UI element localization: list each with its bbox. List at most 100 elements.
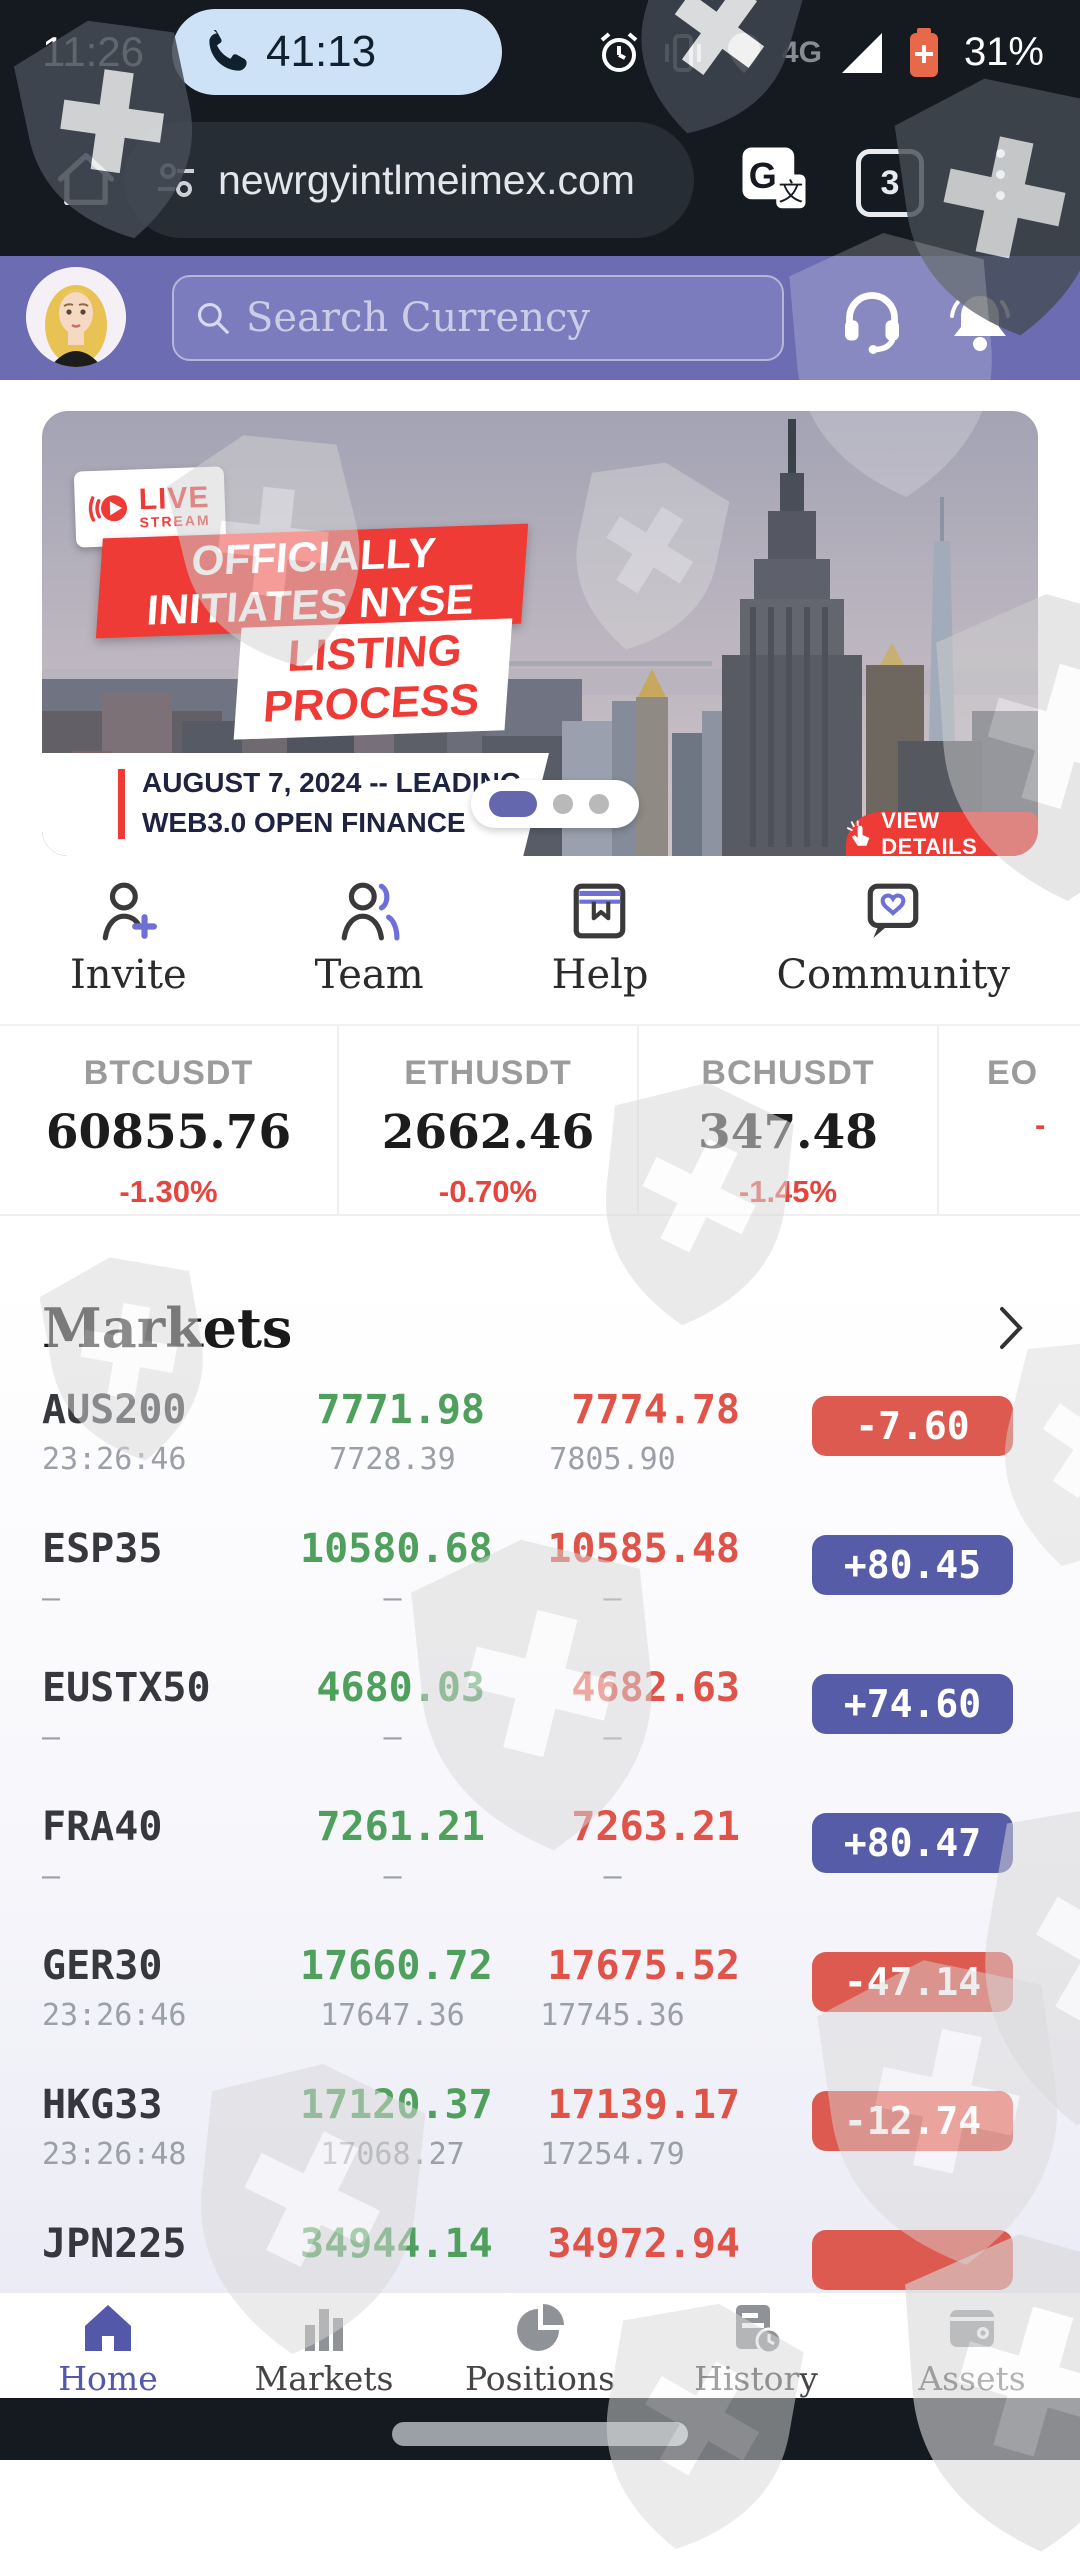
table-row[interactable]: AUS200 23:26:46 7771.98 7728.39 7774.78 …: [0, 1370, 1080, 1509]
ask-price: 4682.63: [571, 1665, 740, 1711]
market-symbol: FRA40: [42, 1804, 163, 1850]
bid-price: 7261.21: [316, 1804, 485, 1850]
tab-count: 3: [880, 163, 900, 202]
ticker-btcusdt[interactable]: BTCUSDT 60855.76 -1.30%: [45, 1054, 292, 1209]
banner-subheadline: LISTING PROCESS: [233, 618, 513, 740]
svg-text:G: G: [749, 155, 777, 196]
ask-price: 10585.48: [547, 1526, 740, 1572]
ask-price: 17675.52: [547, 1943, 740, 1989]
live-label: LIVE: [138, 480, 210, 517]
carousel-dot-active[interactable]: [489, 791, 537, 817]
carousel-dot[interactable]: [553, 794, 573, 814]
phone-icon: [209, 30, 247, 71]
change-badge: -12.74: [812, 2091, 1013, 2151]
community-button[interactable]: Community: [776, 880, 1010, 998]
banner-date-strip: AUGUST 7, 2024 -- LEADING WEB3.0 OPEN FI…: [42, 753, 549, 856]
support-headset-icon[interactable]: [836, 282, 908, 354]
page-content: LIVE STREAM OFFICIALLY INITIATES NYSE LI…: [0, 380, 1080, 2383]
market-symbol: EUSTX50: [42, 1665, 211, 1711]
bottom-navigation: Home Markets Positions History: [0, 2292, 1080, 2399]
carousel-dot[interactable]: [589, 794, 609, 814]
gesture-bar-area: [0, 2398, 1080, 2460]
bar-chart-icon: [305, 2309, 343, 2351]
chat-heart-icon: [867, 883, 919, 938]
table-row[interactable]: HKG33 23:26:48 17120.37 17068.27 17139.1…: [0, 2065, 1080, 2204]
browser-menu-icon[interactable]: [996, 149, 1005, 200]
promo-banner[interactable]: LIVE STREAM OFFICIALLY INITIATES NYSE LI…: [42, 411, 1038, 856]
market-symbol: JPN225: [42, 2221, 187, 2267]
ask-price: 34972.94: [547, 2221, 740, 2267]
nav-home[interactable]: Home: [0, 2293, 216, 2399]
alarm-icon: [600, 31, 638, 72]
ask-price: 7263.21: [571, 1804, 740, 1850]
banner-date-line1: AUGUST 7, 2024 -- LEADING: [142, 767, 522, 798]
avatar[interactable]: [26, 267, 126, 367]
book-icon: [573, 883, 626, 939]
market-time: –: [42, 1581, 61, 1616]
invite-button[interactable]: Invite: [70, 880, 187, 998]
ticker-bchusdt[interactable]: BCHUSDT 347.48 -1.45%: [637, 1026, 937, 1214]
chevron-right-icon[interactable]: [998, 1305, 1024, 1351]
ongoing-call-pill[interactable]: 41:13: [172, 9, 502, 95]
bid-price: 34944.14: [300, 2221, 493, 2267]
market-time: 23:26:46: [42, 1442, 187, 1477]
change-badge: -7.60: [812, 1396, 1013, 1456]
change-badge: -47.14: [812, 1952, 1013, 2012]
search-bar[interactable]: [172, 275, 784, 361]
svg-text:文: 文: [779, 178, 804, 206]
nav-assets[interactable]: Assets: [864, 2293, 1080, 2399]
live-stream-badge: LIVE STREAM: [73, 466, 227, 548]
market-symbol: HKG33: [42, 2082, 163, 2128]
markets-section: Markets AUS200 23:26:46 7771.98 7728.39 …: [0, 1278, 1080, 2383]
nav-history[interactable]: History: [648, 2293, 864, 2399]
ticker-ethusdt[interactable]: ETHUSDT 2662.46 -0.70%: [337, 1026, 637, 1214]
browser-toolbar: newrgyintlmeimex.com G 文 3: [0, 105, 1080, 256]
search-icon: [197, 302, 229, 334]
url-bar[interactable]: newrgyintlmeimex.com: [124, 122, 694, 238]
stream-label: STREAM: [139, 511, 211, 531]
table-row[interactable]: GER30 23:26:46 17660.72 17647.36 17675.5…: [0, 1926, 1080, 2065]
market-symbol: ESP35: [42, 1526, 163, 1572]
notifications-button[interactable]: 9+: [940, 276, 1050, 376]
markets-title: Markets: [42, 1296, 293, 1360]
market-symbol: GER30: [42, 1943, 163, 1989]
location-icon: [727, 32, 760, 73]
battery-percent: 31%: [963, 30, 1044, 74]
translate-icon[interactable]: G 文: [738, 143, 810, 215]
table-row[interactable]: FRA40 – 7261.21 – 7263.21 – +80.47: [0, 1787, 1080, 1926]
pie-chart-icon: [517, 2304, 564, 2351]
change-badge: +80.47: [812, 1813, 1013, 1873]
ask-price: 7774.78: [571, 1387, 740, 1433]
change-badge: [812, 2230, 1013, 2290]
change-badge: +74.60: [812, 1674, 1013, 1734]
nav-markets[interactable]: Markets: [216, 2293, 432, 2399]
bid-price: 10580.68: [300, 1526, 493, 1572]
search-input[interactable]: [244, 294, 762, 342]
team-button[interactable]: Team: [315, 880, 424, 998]
view-details-button[interactable]: VIEW DETAILS: [846, 808, 1038, 856]
clock: 11:26: [42, 28, 144, 75]
market-symbol: AUS200: [42, 1387, 187, 1433]
nav-positions[interactable]: Positions: [432, 2293, 648, 2399]
ticker-strip: BTCUSDT 60855.76 -1.30% ETHUSDT 2662.46 …: [0, 1026, 1080, 1216]
network-type: 4G: [781, 35, 822, 69]
tab-switcher[interactable]: 3: [856, 149, 924, 217]
site-settings-icon[interactable]: [154, 158, 198, 202]
call-duration: 41:13: [266, 27, 377, 76]
table-row[interactable]: EUSTX50 – 4680.03 – 4682.63 – +74.60: [0, 1648, 1080, 1787]
play-icon: [88, 495, 128, 522]
battery-icon: [909, 27, 938, 77]
click-hand-icon: [846, 820, 870, 846]
market-time: 23:26:46: [42, 1998, 187, 2033]
wallet-icon: [950, 2310, 994, 2347]
table-row[interactable]: ESP35 – 10580.68 – 10585.48 – +80.45: [0, 1509, 1080, 1648]
help-button[interactable]: Help: [552, 880, 649, 998]
carousel-indicator[interactable]: [471, 780, 639, 828]
person-plus-icon: [103, 882, 158, 941]
bell-icon: [950, 296, 1010, 351]
ticker-partial[interactable]: EO -: [937, 1026, 1080, 1214]
bid-price: 7771.98: [316, 1387, 485, 1433]
gesture-handle[interactable]: [392, 2422, 688, 2446]
banner-date-line2: WEB3.0 OPEN FINANCE: [142, 807, 466, 838]
browser-home-icon[interactable]: [52, 145, 120, 213]
